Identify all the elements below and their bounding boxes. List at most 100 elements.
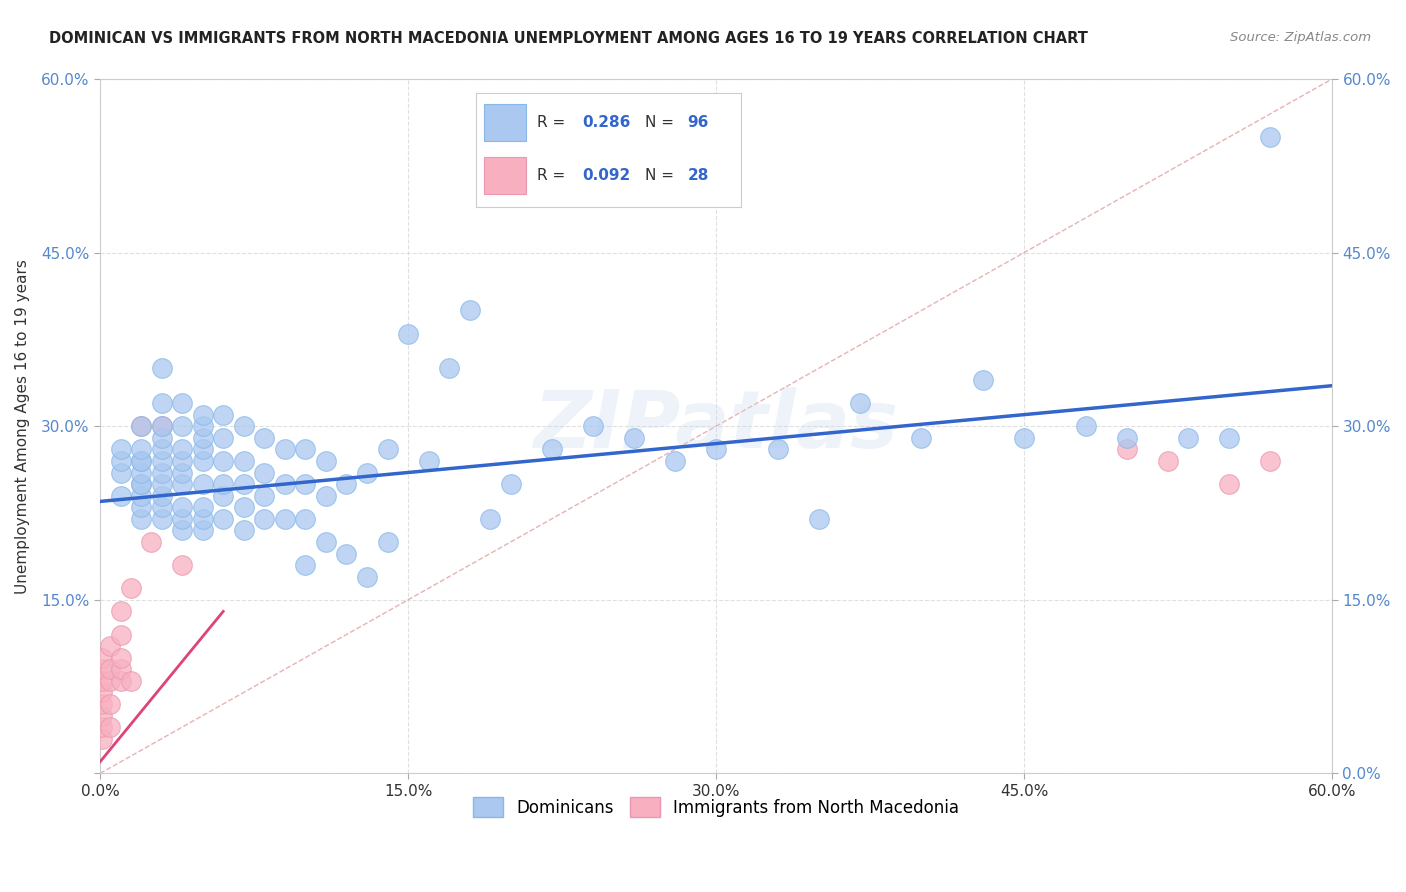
- Point: [232, 500, 254, 515]
- Point: [294, 512, 316, 526]
- Point: [129, 419, 152, 434]
- Point: [191, 524, 214, 538]
- Point: [110, 662, 132, 676]
- Point: [1115, 431, 1137, 445]
- Point: [129, 454, 152, 468]
- Point: [191, 477, 214, 491]
- Point: [110, 442, 132, 457]
- Point: [396, 326, 419, 341]
- Point: [172, 558, 194, 573]
- Point: [623, 431, 645, 445]
- Point: [150, 489, 173, 503]
- Point: [129, 454, 152, 468]
- Point: [129, 419, 152, 434]
- Legend: Dominicans, Immigrants from North Macedonia: Dominicans, Immigrants from North Macedo…: [465, 790, 966, 824]
- Point: [91, 731, 114, 746]
- Point: [129, 512, 152, 526]
- Point: [274, 477, 297, 491]
- Point: [910, 431, 932, 445]
- Point: [294, 477, 316, 491]
- Point: [458, 303, 481, 318]
- Point: [294, 558, 316, 573]
- Point: [232, 454, 254, 468]
- Point: [129, 489, 152, 503]
- Point: [437, 361, 460, 376]
- Point: [274, 442, 297, 457]
- Point: [212, 454, 235, 468]
- Point: [232, 477, 254, 491]
- Point: [150, 512, 173, 526]
- Point: [98, 673, 121, 688]
- Point: [91, 650, 114, 665]
- Point: [315, 489, 337, 503]
- Point: [1012, 431, 1035, 445]
- Point: [150, 419, 173, 434]
- Point: [129, 500, 152, 515]
- Point: [91, 673, 114, 688]
- Point: [150, 361, 173, 376]
- Point: [212, 489, 235, 503]
- Point: [91, 697, 114, 711]
- Point: [1074, 419, 1097, 434]
- Point: [1177, 431, 1199, 445]
- Point: [150, 477, 173, 491]
- Point: [172, 477, 194, 491]
- Point: [110, 627, 132, 641]
- Point: [91, 708, 114, 723]
- Point: [664, 454, 686, 468]
- Point: [356, 466, 378, 480]
- Point: [120, 673, 142, 688]
- Point: [582, 419, 605, 434]
- Point: [704, 442, 727, 457]
- Point: [315, 535, 337, 549]
- Point: [191, 454, 214, 468]
- Point: [1260, 129, 1282, 144]
- Point: [335, 547, 357, 561]
- Point: [253, 512, 276, 526]
- Point: [91, 720, 114, 734]
- Y-axis label: Unemployment Among Ages 16 to 19 years: Unemployment Among Ages 16 to 19 years: [15, 259, 30, 594]
- Point: [141, 535, 163, 549]
- Point: [110, 673, 132, 688]
- Point: [274, 512, 297, 526]
- Point: [98, 720, 121, 734]
- Point: [129, 466, 152, 480]
- Text: Source: ZipAtlas.com: Source: ZipAtlas.com: [1230, 31, 1371, 45]
- Text: DOMINICAN VS IMMIGRANTS FROM NORTH MACEDONIA UNEMPLOYMENT AMONG AGES 16 TO 19 YE: DOMINICAN VS IMMIGRANTS FROM NORTH MACED…: [49, 31, 1088, 46]
- Point: [150, 431, 173, 445]
- Text: ZIPatlas: ZIPatlas: [533, 387, 898, 466]
- Point: [172, 419, 194, 434]
- Point: [150, 454, 173, 468]
- Point: [91, 662, 114, 676]
- Point: [110, 454, 132, 468]
- Point: [129, 477, 152, 491]
- Point: [150, 500, 173, 515]
- Point: [172, 512, 194, 526]
- Point: [191, 500, 214, 515]
- Point: [1218, 477, 1240, 491]
- Point: [150, 466, 173, 480]
- Point: [1260, 454, 1282, 468]
- Point: [212, 512, 235, 526]
- Point: [98, 639, 121, 653]
- Point: [191, 512, 214, 526]
- Point: [418, 454, 440, 468]
- Point: [479, 512, 502, 526]
- Point: [150, 442, 173, 457]
- Point: [191, 419, 214, 434]
- Point: [129, 442, 152, 457]
- Point: [91, 685, 114, 699]
- Point: [377, 442, 399, 457]
- Point: [499, 477, 522, 491]
- Point: [766, 442, 789, 457]
- Point: [172, 442, 194, 457]
- Point: [1115, 442, 1137, 457]
- Point: [212, 477, 235, 491]
- Point: [807, 512, 830, 526]
- Point: [356, 569, 378, 583]
- Point: [1157, 454, 1180, 468]
- Point: [150, 419, 173, 434]
- Point: [540, 442, 562, 457]
- Point: [172, 500, 194, 515]
- Point: [191, 442, 214, 457]
